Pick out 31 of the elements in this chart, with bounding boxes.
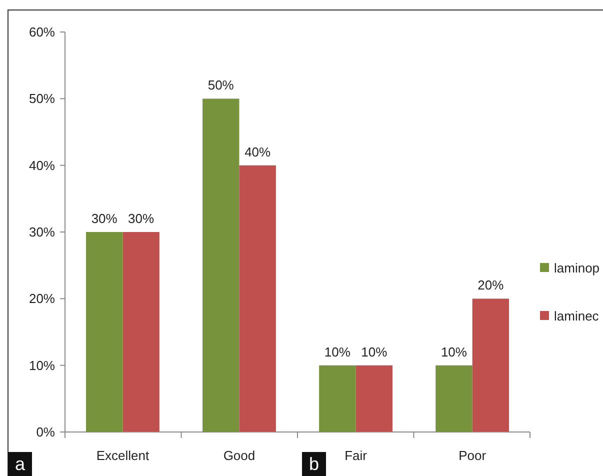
bar xyxy=(86,232,123,432)
bar xyxy=(239,165,276,432)
data-label: 50% xyxy=(208,78,234,93)
text: a xyxy=(14,454,26,474)
text: b xyxy=(308,454,320,474)
bar xyxy=(472,298,510,432)
y-tick-label: 20% xyxy=(28,291,56,306)
bar xyxy=(356,365,392,432)
data-label: 30% xyxy=(91,211,118,226)
x-tick-label: Poor xyxy=(458,448,487,463)
data-label: 40% xyxy=(244,144,272,160)
x-tick-label: Excellent xyxy=(96,448,150,463)
data-label: 20% xyxy=(478,278,504,293)
data-label: 10% xyxy=(361,344,388,360)
y-tick-label: 60% xyxy=(28,24,56,40)
x-tick-label: Good xyxy=(223,448,256,463)
legend-label: laminec xyxy=(554,308,600,324)
bar xyxy=(122,232,160,432)
data-label: 30% xyxy=(128,211,154,226)
bar xyxy=(202,98,240,432)
legend-label: laminop xyxy=(554,260,600,276)
y-tick-label: 40% xyxy=(28,158,56,173)
data-label: 10% xyxy=(440,344,468,360)
y-tick-label: 50% xyxy=(28,91,56,106)
y-tick-label: 30% xyxy=(28,224,56,240)
y-tick-label: 10% xyxy=(28,358,56,373)
bar xyxy=(436,365,472,432)
x-tick-label: Fair xyxy=(344,448,368,463)
y-tick-label: 0% xyxy=(36,424,56,440)
data-label: 10% xyxy=(324,344,351,360)
bar xyxy=(319,365,356,432)
